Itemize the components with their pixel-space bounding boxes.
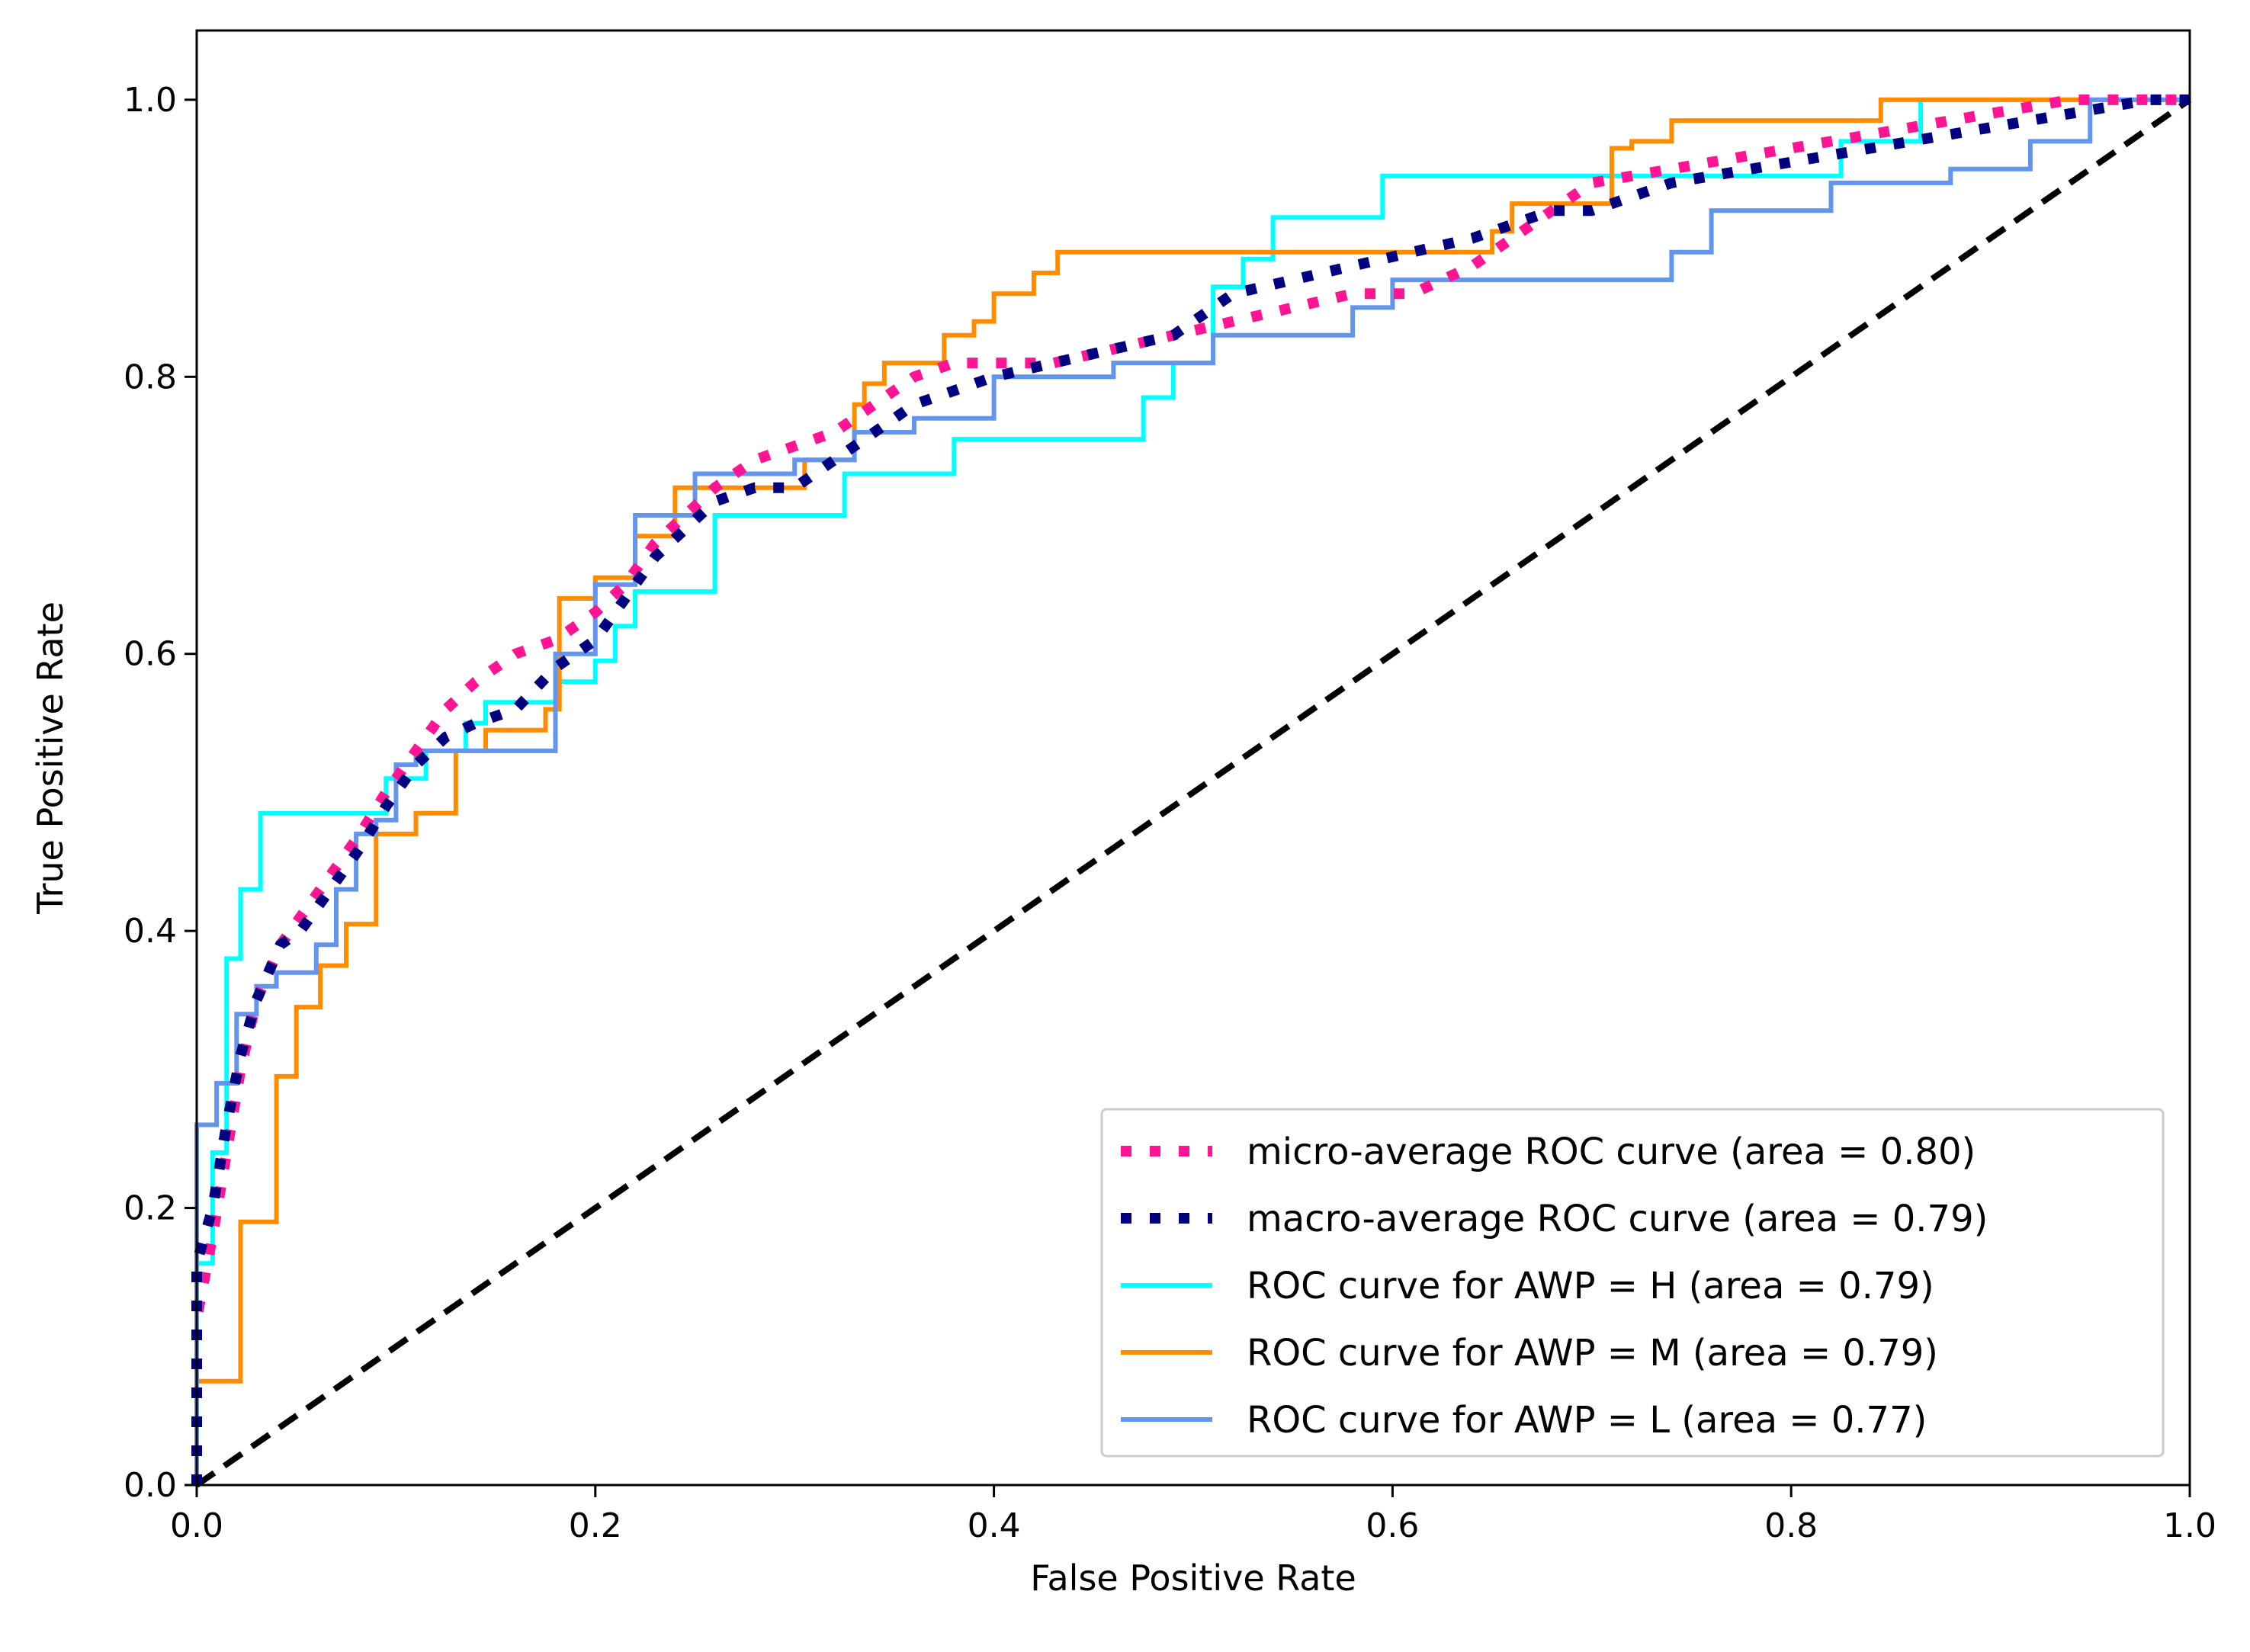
series-line-2	[194, 97, 2190, 1485]
legend-entry-label: macro-average ROC curve (area = 0.79)	[1247, 1198, 1988, 1240]
y-tick-label: 0.8	[124, 358, 177, 396]
series-line-4	[194, 97, 2190, 1485]
legend-entry-label: ROC curve for AWP = M (area = 0.79)	[1247, 1332, 1938, 1375]
series-line-3	[194, 97, 2190, 1485]
legend-entry-label: ROC curve for AWP = H (area = 0.79)	[1247, 1265, 1934, 1307]
y-axis-label: True Positive Rate	[30, 601, 71, 915]
x-tick-label: 0.2	[569, 1506, 622, 1545]
plot-frame	[195, 29, 2191, 1487]
x-axis-label: False Positive Rate	[1030, 1557, 1356, 1599]
y-tick-label: 0.6	[124, 635, 177, 674]
y-tick-label: 0.4	[124, 912, 177, 951]
legend-entry-label: ROC curve for AWP = L (area = 0.77)	[1247, 1399, 1927, 1442]
ticks-layer: 0.0 0.2 0.4 0.6 0.8 1.0 0.0 0.2 0.4 0.6 0.8 1.0	[124, 81, 2216, 1545]
legend: micro-average ROC curve (area = 0.80) mac…	[1100, 1108, 2165, 1458]
series-layer	[191, 94, 2192, 1488]
y-tick-label: 0.2	[124, 1189, 177, 1228]
x-tick-label: 1.0	[2163, 1506, 2216, 1545]
series-line-0	[191, 94, 2190, 1485]
x-tick-label: 0.0	[170, 1506, 223, 1545]
x-tick-label: 0.8	[1764, 1506, 1818, 1545]
y-tick-label: 1.0	[124, 81, 177, 120]
legend-box	[1100, 1108, 2165, 1458]
y-tick-label: 0.0	[124, 1466, 177, 1505]
chance-diagonal-line	[194, 97, 2192, 1488]
x-tick-label: 0.4	[968, 1506, 1021, 1545]
legend-entry-label: micro-average ROC curve (area = 0.80)	[1247, 1131, 1976, 1173]
x-tick-label: 0.6	[1366, 1506, 1419, 1545]
